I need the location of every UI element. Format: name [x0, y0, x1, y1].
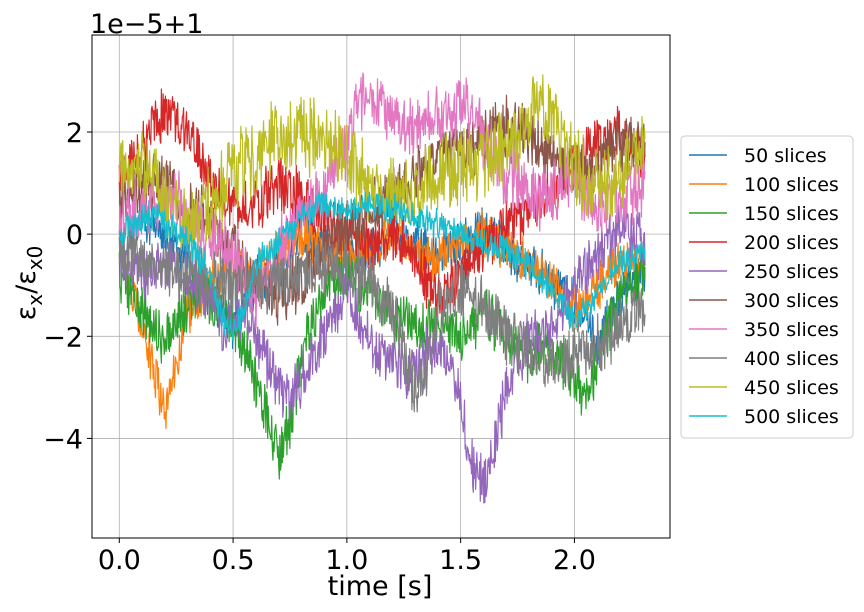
series-line	[118, 220, 646, 413]
legend-label: 150 slices	[744, 203, 839, 225]
y-label-main: ε	[11, 306, 42, 321]
series-lines	[118, 72, 646, 504]
y-tick-label: −4	[43, 424, 83, 455]
series-line	[118, 191, 646, 342]
y-label-sub: x	[23, 294, 47, 306]
x-tick-label: 1.5	[439, 545, 482, 576]
legend-label: 50 slices	[744, 145, 827, 167]
y-tick-label: −2	[43, 322, 83, 353]
y-label-sub2: x0	[23, 246, 47, 271]
legend-label: 250 slices	[744, 261, 839, 283]
plot-frame	[91, 34, 671, 539]
x-axis-label: time [s]	[328, 571, 433, 602]
x-tick-label: 0.0	[98, 545, 141, 576]
y-tick-label: 2	[66, 118, 83, 149]
legend-label: 350 slices	[744, 319, 839, 341]
offset-label: 1e−5+1	[90, 9, 203, 40]
y-tick-label: 0	[66, 220, 83, 251]
legend-label: 450 slices	[744, 377, 839, 399]
legend-box	[680, 135, 854, 439]
legend-label: 300 slices	[744, 290, 839, 312]
x-tick-label: 1.0	[325, 545, 368, 576]
legend-label: 100 slices	[744, 174, 839, 196]
x-tick-label: 2.0	[553, 545, 596, 576]
x-tick-label: 0.5	[212, 545, 255, 576]
y-label-sep: /	[11, 284, 42, 294]
legend-label: 500 slices	[744, 406, 839, 428]
legend-label: 200 slices	[744, 232, 839, 254]
y-axis-label: εx/εx0	[11, 246, 47, 321]
legend: 50 slices 100 slices 150 slices 200 slices 2…	[680, 135, 854, 439]
y-label-main2: ε	[11, 270, 42, 285]
axis-ticks: 0.0 0.5 1.0 1.5 2.0 −4 −2 0 2	[43, 118, 596, 576]
legend-label: 400 slices	[744, 348, 839, 370]
series-line	[118, 88, 646, 330]
